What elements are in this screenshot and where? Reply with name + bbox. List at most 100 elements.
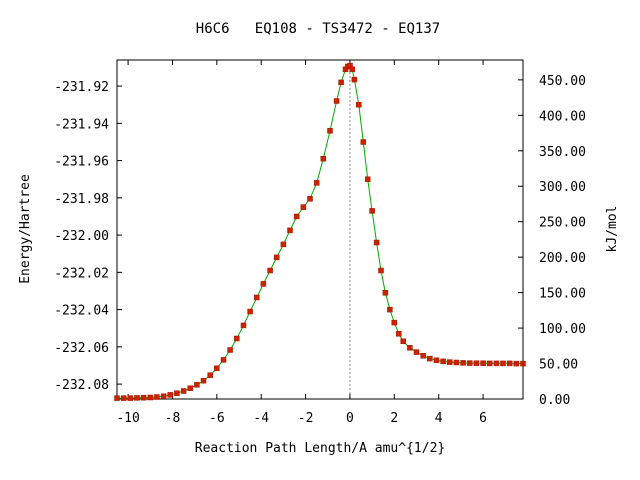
data-point bbox=[391, 319, 398, 326]
data-point bbox=[160, 393, 167, 399]
data-point bbox=[400, 338, 406, 345]
data-point bbox=[134, 395, 140, 401]
y2-tick-label: 150.00 bbox=[539, 287, 586, 302]
data-point bbox=[287, 227, 293, 234]
data-point bbox=[453, 359, 460, 366]
x-tick-label: -2 bbox=[298, 411, 314, 426]
y-tick-label: -231.94 bbox=[54, 117, 109, 132]
data-point bbox=[180, 388, 187, 394]
data-point bbox=[500, 360, 506, 367]
data-point bbox=[154, 394, 160, 400]
data-point bbox=[387, 306, 393, 313]
data-point bbox=[127, 395, 134, 401]
data-point bbox=[187, 385, 193, 391]
data-point bbox=[467, 360, 473, 366]
y-tick-label: -232.00 bbox=[54, 229, 109, 244]
data-point bbox=[147, 394, 154, 401]
x-tick-label: -8 bbox=[165, 411, 181, 426]
y2-tick-label: 50.00 bbox=[539, 358, 578, 373]
y-tick-label: -232.02 bbox=[54, 266, 109, 281]
plot-frame bbox=[116, 59, 524, 400]
data-point bbox=[520, 360, 526, 367]
data-point bbox=[480, 360, 486, 366]
x-axis: -10 -8 -6 -4 -2 0 2 4 6 bbox=[116, 60, 487, 426]
x-tick-label: -6 bbox=[209, 411, 225, 426]
data-point bbox=[506, 360, 513, 367]
data-point bbox=[364, 176, 371, 182]
data-point bbox=[120, 395, 127, 401]
data-point bbox=[300, 204, 307, 210]
series-line bbox=[117, 64, 523, 399]
data-point bbox=[338, 79, 344, 86]
data-point bbox=[260, 281, 267, 287]
data-point bbox=[167, 392, 173, 398]
data-point bbox=[513, 360, 520, 367]
data-point bbox=[200, 377, 207, 384]
y2-axis-label: kJ/mol bbox=[605, 206, 620, 253]
data-point bbox=[407, 345, 413, 351]
data-point bbox=[267, 267, 273, 274]
y2-tick-label: 450.00 bbox=[539, 74, 586, 89]
data-point bbox=[378, 267, 384, 274]
data-point bbox=[280, 241, 287, 248]
data-point bbox=[473, 360, 480, 366]
y-tick-label: -232.04 bbox=[54, 304, 109, 319]
data-point bbox=[254, 294, 260, 301]
series-layer bbox=[114, 62, 526, 401]
data-point bbox=[220, 357, 227, 363]
data-point bbox=[207, 372, 213, 378]
y2-tick-label: 200.00 bbox=[539, 251, 586, 266]
data-point bbox=[240, 322, 247, 329]
chart-title: H6C6 EQ108 - TS3472 - EQ137 bbox=[196, 21, 440, 37]
y2-tick-label: 0.00 bbox=[539, 393, 570, 408]
data-point bbox=[360, 139, 367, 145]
y-axis-right: 0.00 50.00 100.00 150.00 200.00 250.00 300.00 3… bbox=[518, 74, 586, 408]
x-axis-label: Reaction Path Length/A amu^{1/2} bbox=[195, 441, 445, 456]
x-tick-label: -10 bbox=[116, 411, 139, 426]
data-point bbox=[369, 208, 375, 214]
y2-tick-label: 250.00 bbox=[539, 216, 586, 231]
y-tick-label: -232.06 bbox=[54, 341, 109, 356]
data-point bbox=[273, 254, 280, 261]
data-point bbox=[413, 349, 420, 355]
data-point bbox=[293, 213, 300, 220]
data-point bbox=[460, 360, 466, 366]
x-tick-label: 6 bbox=[479, 411, 487, 426]
data-point bbox=[486, 360, 493, 367]
data-point bbox=[427, 355, 433, 362]
data-point bbox=[234, 335, 240, 342]
y-axis-left: -231.92 -231.94 -231.96 -231.98 -232.00 -232.… bbox=[54, 80, 122, 393]
data-point bbox=[349, 66, 355, 73]
data-point bbox=[327, 128, 333, 134]
data-point bbox=[307, 196, 313, 202]
data-point bbox=[174, 390, 180, 396]
data-point bbox=[140, 394, 147, 401]
y-axis-label: Energy/Hartree bbox=[18, 174, 33, 284]
data-point bbox=[356, 101, 362, 108]
x-tick-label: -4 bbox=[253, 411, 269, 426]
y2-tick-label: 300.00 bbox=[539, 180, 586, 195]
data-point bbox=[433, 357, 440, 364]
x-tick-label: 4 bbox=[435, 411, 443, 426]
data-point bbox=[247, 308, 253, 315]
y2-tick-label: 350.00 bbox=[539, 145, 586, 160]
data-point bbox=[373, 239, 380, 246]
data-point bbox=[396, 331, 402, 337]
data-point bbox=[351, 76, 358, 83]
y2-tick-label: 100.00 bbox=[539, 322, 586, 337]
data-point bbox=[493, 360, 500, 367]
x-tick-label: 0 bbox=[346, 411, 354, 426]
data-point bbox=[382, 290, 389, 296]
data-point bbox=[420, 353, 426, 359]
data-point bbox=[194, 382, 200, 388]
x-tick-label: 2 bbox=[390, 411, 398, 426]
data-point bbox=[440, 358, 446, 365]
y2-tick-label: 400.00 bbox=[539, 109, 586, 124]
data-point bbox=[313, 180, 320, 186]
data-point bbox=[227, 347, 233, 353]
data-point bbox=[333, 98, 340, 104]
data-point bbox=[214, 365, 220, 372]
y-tick-label: -231.98 bbox=[54, 192, 109, 207]
data-point bbox=[320, 155, 327, 162]
